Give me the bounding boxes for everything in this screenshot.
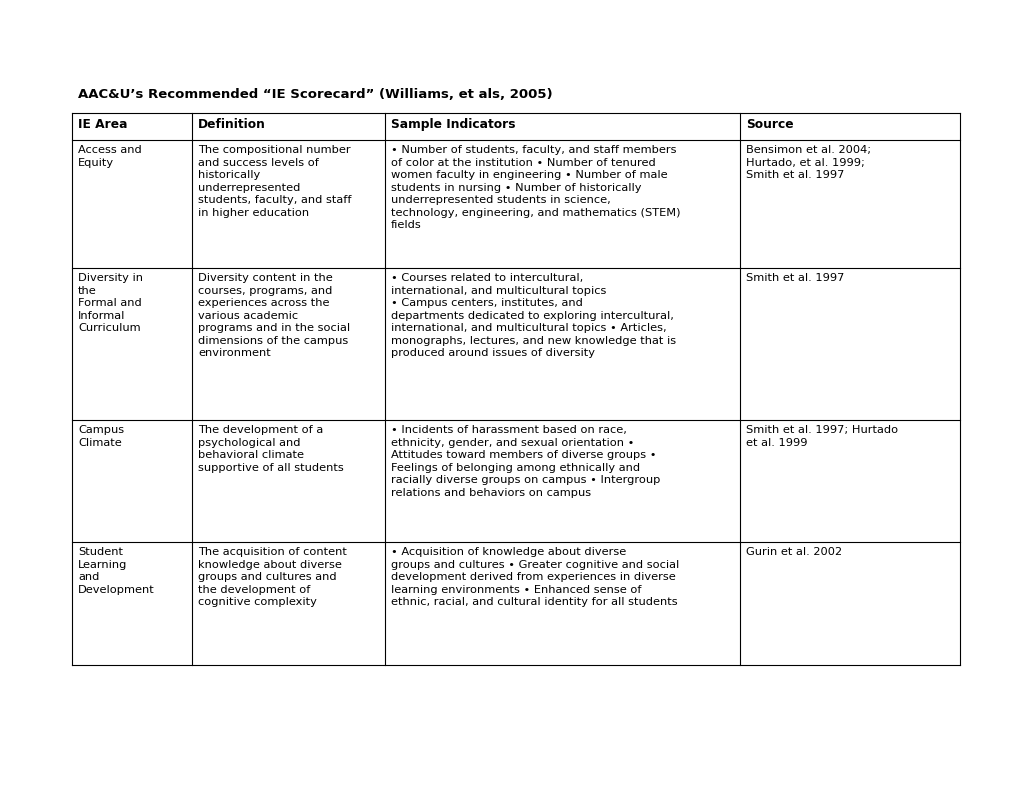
Text: Source: Source [745, 118, 793, 131]
Text: Smith et al. 1997; Hurtado
et al. 1999: Smith et al. 1997; Hurtado et al. 1999 [745, 425, 898, 448]
Text: • Acquisition of knowledge about diverse
groups and cultures • Greater cognitive: • Acquisition of knowledge about diverse… [390, 547, 679, 608]
Text: IE Area: IE Area [77, 118, 127, 131]
Text: • Number of students, faculty, and staff members
of color at the institution • N: • Number of students, faculty, and staff… [390, 145, 680, 230]
Text: The development of a
psychological and
behavioral climate
supportive of all stud: The development of a psychological and b… [198, 425, 343, 473]
Text: Student
Learning
and
Development: Student Learning and Development [77, 547, 155, 595]
Text: Bensimon et al. 2004;
Hurtado, et al. 1999;
Smith et al. 1997: Bensimon et al. 2004; Hurtado, et al. 19… [745, 145, 870, 180]
Text: AAC&U’s Recommended “IE Scorecard” (Williams, et als, 2005): AAC&U’s Recommended “IE Scorecard” (Will… [77, 88, 552, 101]
Text: Access and
Equity: Access and Equity [77, 145, 142, 168]
Text: Diversity in
the
Formal and
Informal
Curriculum: Diversity in the Formal and Informal Cur… [77, 273, 143, 333]
Text: The acquisition of content
knowledge about diverse
groups and cultures and
the d: The acquisition of content knowledge abo… [198, 547, 346, 608]
Text: • Courses related to intercultural,
international, and multicultural topics
• Ca: • Courses related to intercultural, inte… [390, 273, 676, 359]
Text: Campus
Climate: Campus Climate [77, 425, 124, 448]
Text: Smith et al. 1997: Smith et al. 1997 [745, 273, 844, 283]
Text: Sample Indicators: Sample Indicators [390, 118, 515, 131]
Text: Gurin et al. 2002: Gurin et al. 2002 [745, 547, 842, 557]
Text: Definition: Definition [198, 118, 266, 131]
Text: The compositional number
and success levels of
historically
underrepresented
stu: The compositional number and success lev… [198, 145, 352, 217]
Text: Diversity content in the
courses, programs, and
experiences across the
various a: Diversity content in the courses, progra… [198, 273, 350, 359]
Text: • Incidents of harassment based on race,
ethnicity, gender, and sexual orientati: • Incidents of harassment based on race,… [390, 425, 659, 498]
